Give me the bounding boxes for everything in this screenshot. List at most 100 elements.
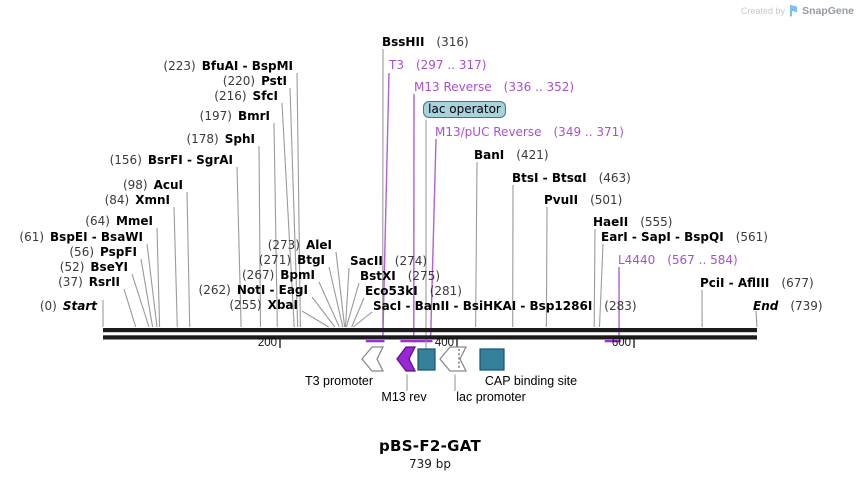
site-label-pvuii[interactable]: PvuII (501): [544, 192, 622, 208]
site-position: (223): [163, 59, 196, 73]
plasmid-length: 739 bp: [409, 457, 451, 471]
site-pointer-line-sfci: [281, 102, 295, 328]
site-label-xbai[interactable]: (255) XbaI: [229, 297, 298, 313]
site-pointer-line-saci-banii-bsihkai-bsp1286i: [353, 311, 373, 328]
primer-range: (567 .. 584): [667, 253, 738, 267]
site-label-xmni[interactable]: (84) XmnI: [105, 192, 170, 208]
site-name: EarI - SapI - BspQI: [601, 230, 724, 244]
lac-promoter-feature-label[interactable]: lac promoter: [456, 390, 526, 404]
t3-promoter-feature-label[interactable]: T3 promoter: [304, 374, 374, 388]
site-pointer-line-noti-eagi: [311, 296, 336, 328]
site-label-eari-sapi-bspqi[interactable]: EarI - SapI - BspQI (561): [601, 229, 768, 245]
plasmid-title: pBS-F2-GAT: [378, 437, 482, 455]
site-name: BfuAI - BspMI: [201, 59, 293, 73]
site-pointer-line-sacii: [344, 267, 350, 328]
site-position: (220): [222, 74, 256, 88]
site-position: (273): [267, 238, 300, 252]
site-position: (555): [640, 215, 673, 229]
site-name: BmrI: [237, 109, 270, 123]
ruler-label-200: 200: [257, 337, 277, 349]
site-label-sacii[interactable]: SacII (274): [350, 253, 427, 269]
lac-operator-label[interactable]: lac operator: [423, 101, 506, 118]
primer-label-m13-puc-reverse[interactable]: M13/pUC Reverse (349 .. 371): [435, 124, 624, 140]
site-label-rsrii[interactable]: (37) RsrII: [58, 274, 120, 290]
site-pointer-line-xbai: [301, 310, 329, 328]
m13-rev-arrow-glyph[interactable]: [396, 346, 417, 372]
site-name: NotI - EagI: [236, 283, 308, 297]
lac-operator-box-glyph[interactable]: [417, 348, 436, 371]
sequence-line-top[interactable]: [103, 328, 757, 333]
primer-label-t3[interactable]: T3 (297 .. 317): [389, 57, 486, 73]
site-label-eco53ki[interactable]: Eco53kI (281): [365, 283, 462, 299]
site-label-bmri[interactable]: (197) BmrI: [200, 108, 270, 124]
primer-pointer-line-t3: [382, 72, 390, 340]
site-position: (463): [598, 171, 631, 185]
site-name: BstXI: [360, 269, 396, 283]
primer-name: M13 Reverse: [414, 80, 492, 94]
site-name: BsrFI - SgrAI: [147, 153, 233, 167]
site-position: (216): [214, 89, 247, 103]
site-pointer-line-psti: [289, 87, 299, 328]
site-name: BspEI - BsaWI: [50, 230, 143, 244]
site-position: (255): [229, 298, 262, 312]
site-pointer-line-bmri: [273, 122, 278, 328]
site-label-bstxi[interactable]: BstXI (275): [360, 268, 440, 284]
site-position: (421): [516, 148, 549, 162]
site-label-pspfi[interactable]: (56) PspFI: [69, 244, 137, 260]
site-label-sphi[interactable]: (178) SphI: [186, 131, 255, 147]
credit-brand-text: SnapGene: [802, 4, 854, 17]
site-position: (677): [781, 276, 814, 290]
site-label-alei[interactable]: (273) AleI: [268, 237, 332, 253]
site-pointer-line-bstxi: [345, 282, 360, 328]
site-label-btgi[interactable]: (271) BtgI: [259, 252, 325, 268]
site-pointer-line-mmei: [156, 227, 161, 328]
cap-binding-site-feature-label[interactable]: CAP binding site: [484, 374, 578, 388]
ruler-label-400: 400: [434, 337, 454, 349]
site-label-bpmi[interactable]: (267) BpmI: [242, 267, 315, 283]
site-label-noti-eagi[interactable]: (262) NotI - EagI: [199, 282, 308, 298]
site-pointer-line-xmni: [173, 206, 178, 328]
site-pointer-line-bspei-bsawi: [146, 243, 158, 328]
site-label-psti[interactable]: (220) PstI: [223, 73, 287, 89]
primer-range: (297 .. 317): [415, 58, 487, 72]
site-label-acui[interactable]: (98) AcuI: [123, 177, 183, 193]
primer-label-l4440[interactable]: L4440 (567 .. 584): [618, 252, 738, 268]
site-name: BanI: [474, 148, 505, 162]
site-label-bsshii[interactable]: BssHII (316): [382, 34, 469, 50]
cap-binding-site-box-glyph[interactable]: [479, 348, 505, 371]
site-label-bsrfi-sgrai[interactable]: (156) BsrFI - SgrAI: [110, 152, 233, 168]
site-label-bani[interactable]: BanI (421): [474, 147, 549, 163]
site-label-bspei-bsawi[interactable]: (61) BspEI - BsaWI: [19, 229, 143, 245]
site-pointer-line-pspfi: [140, 258, 154, 328]
site-label-btsi-bts-i[interactable]: BtsI - BtsαI (463): [512, 170, 631, 186]
site-name: MmeI: [115, 214, 153, 228]
site-name: BseYI: [90, 260, 128, 274]
site-label-saci-banii-bsihkai-bsp1286i[interactable]: SacI - BanII - BsiHKAI - Bsp1286I (283): [373, 298, 637, 314]
ruler-label-600: 600: [611, 337, 631, 349]
site-position: (156): [109, 153, 142, 167]
site-label-start[interactable]: (0) Start: [40, 298, 97, 314]
site-label-mmei[interactable]: (64) MmeI: [85, 213, 153, 229]
site-label-haeii[interactable]: HaeII (555): [593, 214, 673, 230]
t3-promoter-arrow-glyph[interactable]: [361, 346, 385, 372]
site-name: AcuI: [153, 178, 183, 192]
site-name: BpmI: [280, 268, 315, 282]
primer-label-m13-reverse[interactable]: M13 Reverse (336 .. 352): [414, 79, 574, 95]
snapgene-logo-flag: [789, 4, 798, 17]
site-name: BtsI - BtsαI: [512, 171, 587, 185]
site-name: BssHII: [382, 35, 425, 49]
site-pointer-line-haeii: [593, 228, 596, 328]
site-position: (283): [604, 299, 637, 313]
site-position: (52): [59, 260, 85, 274]
m13-rev-feature-label[interactable]: M13 rev: [381, 390, 427, 404]
site-label-bfuai-bspmi[interactable]: (223) BfuAI - BspMI: [163, 58, 293, 74]
lac-promoter-arrow-glyph[interactable]: [439, 346, 468, 372]
site-label-end[interactable]: End (739): [753, 298, 823, 314]
site-label-sfci[interactable]: (216) SfcI: [214, 88, 278, 104]
site-label-bseyi[interactable]: (52) BseYI: [60, 259, 128, 275]
site-pointer-line-rsrii: [123, 288, 137, 328]
sequence-line-bottom[interactable]: [103, 335, 757, 340]
site-label-pcii-afliii[interactable]: PciI - AflIII (677): [700, 275, 814, 291]
site-position: (501): [590, 193, 623, 207]
